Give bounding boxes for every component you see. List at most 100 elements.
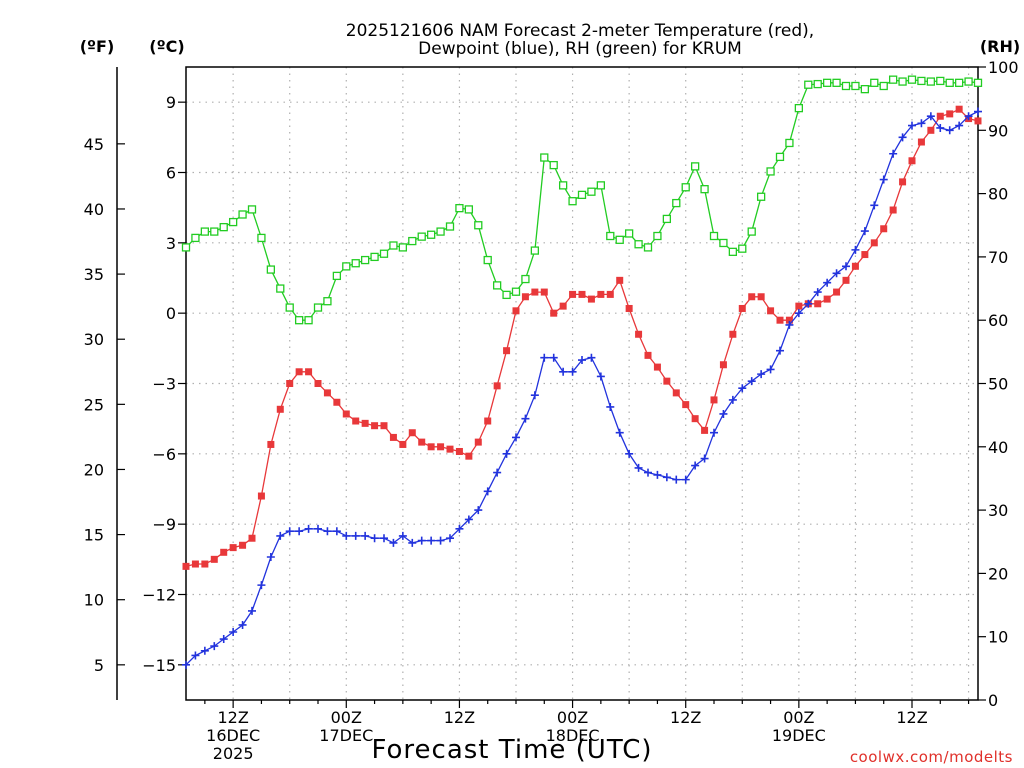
dewpoint-point	[370, 534, 379, 543]
celsius-tick-label: 3	[166, 234, 176, 253]
temperature-point	[399, 440, 407, 448]
rh-tick-label: 0	[988, 691, 998, 710]
rh-tick-label: 80	[988, 185, 1008, 204]
rh-point	[728, 247, 738, 256]
rh-point	[464, 205, 474, 214]
temperature-point	[437, 443, 445, 451]
temperature-point	[880, 225, 888, 233]
dewpoint-point	[191, 651, 200, 660]
rh-point	[964, 77, 973, 86]
rh-point	[615, 235, 624, 244]
temperature-point	[899, 178, 907, 186]
rh-point	[511, 287, 521, 296]
dewpoint-point	[408, 538, 417, 547]
rh-tick-label: 20	[988, 564, 1008, 583]
dewpoint-point	[483, 487, 492, 496]
rh-point	[643, 243, 653, 252]
dewpoint-point	[200, 646, 209, 655]
temperature-point	[427, 443, 435, 451]
rh-point	[332, 271, 342, 281]
rh-point	[285, 303, 294, 312]
temperature-point	[578, 290, 586, 298]
rh-point	[389, 241, 398, 250]
dewpoint-point	[974, 107, 982, 116]
temperature-point	[569, 290, 577, 298]
rh-point	[351, 259, 360, 268]
dewpoint-point	[606, 402, 615, 411]
fahrenheit-tick-label: 40	[84, 200, 104, 219]
rh-point	[936, 76, 945, 86]
rh-tick-label: 60	[988, 311, 1008, 330]
rh-tick-label: 100	[988, 58, 1019, 77]
fahrenheit-tick-label: 45	[84, 135, 104, 154]
fahrenheit-tick-label: 25	[84, 395, 104, 414]
temperature-point	[201, 560, 209, 568]
rh-series	[181, 75, 983, 325]
temperature-point	[305, 368, 313, 376]
dewpoint-point	[248, 606, 256, 615]
credit-text: coolwx.com/modelts	[850, 748, 1013, 766]
temperature-point	[276, 405, 284, 413]
dewpoint-point	[794, 309, 803, 318]
dewpoint-point	[860, 227, 869, 236]
rh-point	[568, 197, 577, 206]
rh-point	[540, 153, 549, 162]
temperature-point	[597, 290, 605, 298]
dewpoint-point	[804, 299, 813, 308]
dewpoint-point	[964, 112, 973, 121]
temperature-point	[333, 398, 341, 406]
temperature-point	[248, 534, 256, 542]
dewpoint-point	[219, 635, 228, 644]
temperature-point	[691, 415, 699, 423]
temperature-point	[738, 304, 746, 312]
dewpoint-point	[455, 524, 464, 533]
dewpoint-point	[908, 121, 916, 130]
x-tick-label: 17DEC	[319, 726, 373, 745]
temperature-point	[267, 440, 275, 448]
rh-tick-label: 70	[988, 248, 1008, 267]
dewpoint-point	[182, 660, 190, 669]
temperature-point	[512, 307, 520, 315]
rh-point	[898, 77, 907, 86]
temperature-point	[220, 548, 228, 556]
data-series	[181, 75, 983, 669]
temperature-point	[314, 380, 322, 387]
temperature-point	[455, 447, 463, 455]
dewpoint-point	[926, 112, 935, 121]
temperature-point	[710, 396, 718, 404]
temperature-point	[606, 290, 614, 298]
gridlines	[186, 67, 978, 700]
rh-point	[917, 76, 926, 86]
rh-point	[756, 192, 766, 201]
dewpoint-point	[238, 620, 247, 629]
rh-point	[690, 162, 700, 171]
dewpoint-point	[323, 527, 332, 536]
rh-point	[257, 233, 266, 243]
rh-point	[747, 227, 756, 236]
x-tick-label: 12Z	[444, 708, 475, 727]
temperature-point	[946, 110, 954, 118]
temperature-point	[936, 112, 944, 120]
dewpoint-point	[266, 552, 275, 561]
dewpoint-point	[700, 454, 709, 463]
temperature-point	[927, 126, 935, 134]
rh-point	[228, 217, 238, 227]
dewpoint-point	[615, 428, 624, 437]
x-tick-label: 12Z	[217, 708, 248, 727]
rh-point	[266, 265, 276, 274]
rh-point	[436, 227, 445, 236]
rh-point	[709, 231, 719, 241]
rh-point	[719, 238, 728, 248]
chart-title-line-1: 2025121606 NAM Forecast 2-meter Temperat…	[346, 21, 814, 41]
dewpoint-point	[747, 377, 756, 386]
temperature-point	[616, 276, 624, 284]
rh-point	[785, 138, 794, 148]
rh-point	[502, 290, 511, 300]
fahrenheit-tick-label: 30	[84, 330, 104, 349]
dewpoint-point	[530, 391, 539, 400]
temperature-point	[851, 262, 859, 270]
rh-point	[700, 185, 709, 194]
dewpoint-point	[898, 133, 907, 142]
temperature-point	[550, 309, 558, 317]
temperature-point	[371, 422, 379, 430]
